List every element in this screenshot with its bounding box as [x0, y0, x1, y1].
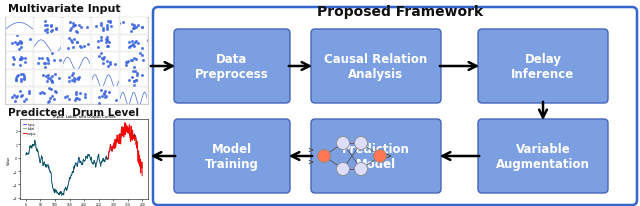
input [106, 147, 114, 150]
input [95, 159, 103, 162]
Circle shape [374, 150, 387, 163]
label: (48, -0.322): (48, -0.322) [36, 161, 44, 164]
label: (0, 0.215): (0, 0.215) [22, 154, 29, 156]
Text: Proposed Framework: Proposed Framework [317, 5, 483, 19]
output [128, 135, 136, 137]
FancyBboxPatch shape [174, 119, 290, 193]
FancyBboxPatch shape [311, 30, 441, 103]
Y-axis label: Value: Value [8, 154, 12, 164]
label: (131, -2.51): (131, -2.51) [60, 190, 68, 193]
Circle shape [317, 150, 330, 163]
input [68, 171, 76, 173]
output [104, 158, 111, 160]
output [113, 136, 121, 138]
input [36, 161, 44, 164]
label: (344, 2.36): (344, 2.36) [122, 125, 130, 128]
Circle shape [355, 163, 367, 176]
Circle shape [337, 163, 349, 176]
label: (252, -0.178): (252, -0.178) [95, 159, 103, 162]
Title: Input, Label, and Output Curves: Input, Label, and Output Curves [52, 114, 115, 118]
label: (289, 0.732): (289, 0.732) [106, 147, 114, 150]
label: (123, -2.81): (123, -2.81) [58, 194, 65, 197]
Circle shape [337, 137, 349, 150]
Line: input: input [26, 126, 142, 195]
input [58, 194, 65, 197]
FancyBboxPatch shape [478, 30, 608, 103]
output [138, 163, 145, 165]
output [121, 122, 129, 124]
Text: Variable
Augmentation: Variable Augmentation [496, 142, 590, 170]
input [138, 167, 146, 169]
output [111, 143, 118, 146]
Text: Predicted  Drum Level: Predicted Drum Level [8, 108, 139, 117]
label: (291, 0.883): (291, 0.883) [107, 145, 115, 147]
Line: label: label [26, 126, 142, 195]
Text: Delay
Inference: Delay Inference [511, 53, 575, 81]
FancyBboxPatch shape [174, 30, 290, 103]
Circle shape [355, 137, 367, 150]
input [107, 145, 115, 147]
label: (159, -1.06): (159, -1.06) [68, 171, 76, 173]
output [131, 135, 139, 137]
input [22, 154, 29, 156]
Text: Multivariate Input: Multivariate Input [8, 4, 120, 14]
Text: Causal Relation
Analysis: Causal Relation Analysis [324, 53, 428, 81]
Legend: input, label, output: input, label, output [22, 121, 38, 137]
Line: output: output [108, 123, 142, 176]
FancyBboxPatch shape [311, 119, 441, 193]
Text: Data
Preprocess: Data Preprocess [195, 53, 269, 81]
Text: Prediction
Model: Prediction Model [342, 142, 410, 170]
input [60, 190, 68, 193]
Text: Model
Training: Model Training [205, 142, 259, 170]
label: (399, -0.759): (399, -0.759) [138, 167, 146, 169]
FancyBboxPatch shape [478, 119, 608, 193]
input [122, 125, 130, 128]
output [138, 175, 146, 177]
output [123, 129, 131, 132]
